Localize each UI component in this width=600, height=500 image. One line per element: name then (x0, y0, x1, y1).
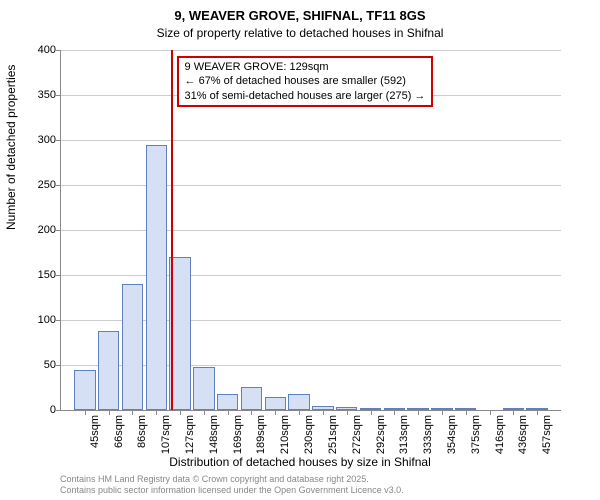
y-tick-label: 0 (50, 404, 56, 416)
x-tick-label: 86sqm (136, 415, 148, 448)
y-tick (56, 185, 61, 186)
y-tick (56, 320, 61, 321)
x-tick (299, 410, 300, 415)
x-tick (156, 410, 157, 415)
x-tick (228, 410, 229, 415)
chart-container: 05010015020025030035040045sqm66sqm86sqm1… (60, 50, 560, 410)
x-tick (371, 410, 372, 415)
x-tick (180, 410, 181, 415)
gridline (61, 185, 561, 186)
annotation-box: 9 WEAVER GROVE: 129sqm← 67% of detached … (177, 56, 434, 107)
annotation-line: ← 67% of detached houses are smaller (59… (185, 74, 426, 88)
attribution-line-2: Contains public sector information licen… (60, 485, 404, 497)
x-tick-label: 292sqm (375, 415, 387, 454)
y-tick-label: 350 (38, 89, 56, 101)
x-tick-label: 66sqm (113, 415, 125, 448)
x-tick (418, 410, 419, 415)
x-tick-label: 189sqm (255, 415, 267, 454)
x-tick (132, 410, 133, 415)
x-tick (442, 410, 443, 415)
x-tick-label: 416sqm (494, 415, 506, 454)
attribution-line-1: Contains HM Land Registry data © Crown c… (60, 474, 404, 486)
histogram-bar (265, 397, 286, 410)
y-tick (56, 275, 61, 276)
y-tick (56, 365, 61, 366)
x-tick-label: 148sqm (208, 415, 220, 454)
chart-title: 9, WEAVER GROVE, SHIFNAL, TF11 8GS (0, 8, 600, 23)
annotation-line: 31% of semi-detached houses are larger (… (185, 89, 426, 103)
x-tick-label: 45sqm (89, 415, 101, 448)
x-tick (85, 410, 86, 415)
y-tick (56, 140, 61, 141)
x-tick-label: 127sqm (184, 415, 196, 454)
plot-area: 05010015020025030035040045sqm66sqm86sqm1… (60, 50, 561, 411)
x-tick-label: 210sqm (279, 415, 291, 454)
gridline (61, 230, 561, 231)
histogram-bar (217, 394, 238, 410)
histogram-bar (98, 331, 119, 410)
histogram-bar (193, 367, 214, 410)
x-tick-label: 313sqm (398, 415, 410, 454)
x-axis-label: Distribution of detached houses by size … (0, 455, 600, 469)
histogram-bar (241, 387, 262, 410)
y-axis-label: Number of detached properties (4, 65, 18, 230)
histogram-bar (122, 284, 143, 410)
y-tick (56, 410, 61, 411)
x-tick (490, 410, 491, 415)
x-tick (466, 410, 467, 415)
attribution-text: Contains HM Land Registry data © Crown c… (60, 474, 404, 497)
histogram-bar (288, 394, 309, 410)
y-tick (56, 95, 61, 96)
x-tick-label: 436sqm (517, 415, 529, 454)
x-tick-label: 230sqm (303, 415, 315, 454)
x-tick-label: 375sqm (470, 415, 482, 454)
x-tick (251, 410, 252, 415)
x-tick (537, 410, 538, 415)
histogram-bar (146, 145, 167, 411)
y-tick-label: 150 (38, 269, 56, 281)
x-tick (204, 410, 205, 415)
gridline (61, 275, 561, 276)
y-tick (56, 50, 61, 51)
y-tick-label: 50 (44, 359, 56, 371)
x-tick-label: 333sqm (422, 415, 434, 454)
x-tick (347, 410, 348, 415)
marker-line (171, 50, 173, 410)
y-tick-label: 300 (38, 134, 56, 146)
x-tick (513, 410, 514, 415)
x-tick-label: 107sqm (160, 415, 172, 454)
x-tick-label: 354sqm (446, 415, 458, 454)
chart-subtitle: Size of property relative to detached ho… (0, 26, 600, 40)
x-tick (275, 410, 276, 415)
x-tick (394, 410, 395, 415)
annotation-line: 9 WEAVER GROVE: 129sqm (185, 60, 426, 74)
histogram-bar (169, 257, 190, 410)
y-tick (56, 230, 61, 231)
x-tick-label: 272sqm (351, 415, 363, 454)
gridline (61, 50, 561, 51)
y-tick-label: 250 (38, 179, 56, 191)
x-tick (323, 410, 324, 415)
x-tick-label: 251sqm (327, 415, 339, 454)
gridline (61, 140, 561, 141)
y-tick-label: 100 (38, 314, 56, 326)
x-tick-label: 169sqm (232, 415, 244, 454)
x-tick (109, 410, 110, 415)
histogram-bar (74, 370, 95, 411)
x-tick-label: 457sqm (541, 415, 553, 454)
y-tick-label: 200 (38, 224, 56, 236)
y-tick-label: 400 (38, 44, 56, 56)
